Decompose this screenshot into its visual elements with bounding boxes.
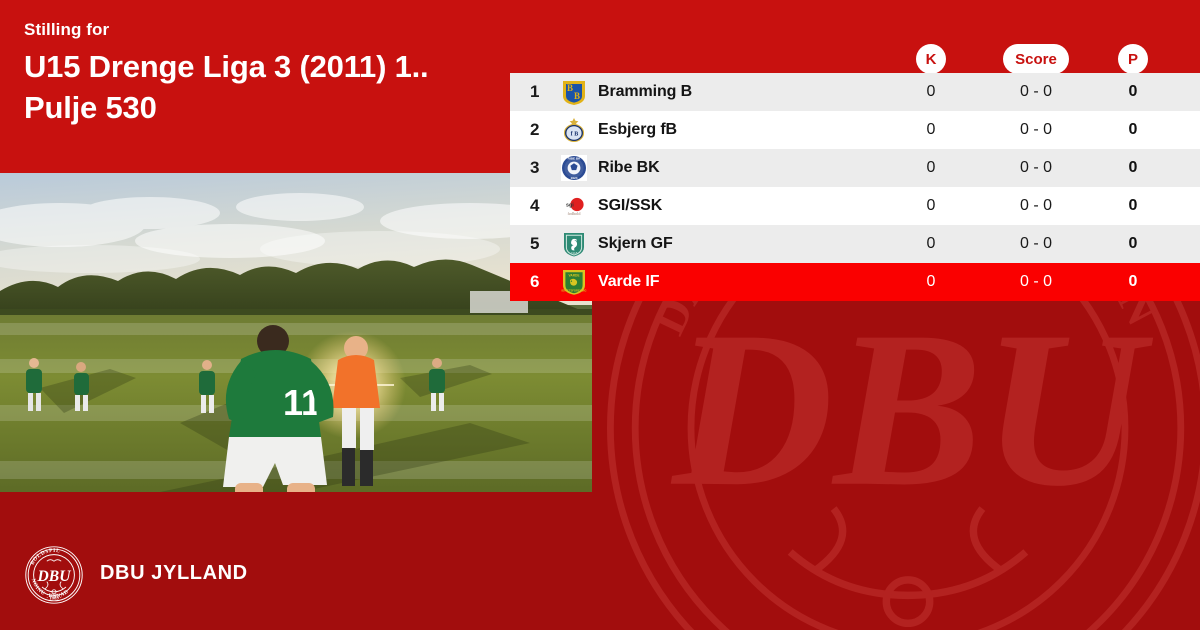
svg-text:B: B bbox=[567, 83, 573, 93]
row-points: 0 bbox=[1128, 235, 1138, 252]
table-row[interactable]: 5 1918 Skjern GF 0 0 - 0 0 bbox=[510, 225, 1200, 263]
sgi-ssk-crest: sgi fodbold bbox=[550, 192, 598, 220]
column-header-k: K bbox=[916, 44, 946, 74]
bramming-b-crest: B B bbox=[550, 78, 598, 106]
dbu-crest-logo: BOLDSPIL NOINU ·KSNAD DBU · 1889 · bbox=[24, 545, 84, 605]
row-position: 6 bbox=[530, 272, 540, 291]
page-title-line-1: U15 Drenge Liga 3 (2011) 1.. bbox=[24, 49, 429, 84]
row-team-name: SGI/SSK bbox=[598, 197, 663, 214]
standings-table: 1 B B Bramming B 0 0 - 0 0 2 f B bbox=[510, 73, 1200, 301]
row-score: 0 - 0 bbox=[1019, 159, 1052, 176]
row-score: 0 - 0 bbox=[1019, 121, 1052, 138]
column-header-score: Score bbox=[1003, 44, 1069, 74]
row-points: 0 bbox=[1128, 159, 1138, 176]
column-header-p: P bbox=[1118, 44, 1148, 74]
row-points: 0 bbox=[1128, 273, 1138, 290]
svg-text:IDRÆTSFORENING: IDRÆTSFORENING bbox=[562, 288, 587, 292]
row-points: 0 bbox=[1128, 197, 1138, 214]
ribe-bk-crest: RIBE BK 1924 bbox=[550, 154, 598, 182]
svg-text:RIBE BK: RIBE BK bbox=[568, 156, 581, 160]
row-points: 0 bbox=[1128, 121, 1138, 138]
row-score: 0 - 0 bbox=[1019, 197, 1052, 214]
header-text-block: Stilling for U15 Drenge Liga 3 (2011) 1.… bbox=[24, 20, 494, 128]
svg-text:B: B bbox=[574, 132, 578, 138]
svg-text:DBU: DBU bbox=[37, 568, 72, 585]
svg-text:fodbold: fodbold bbox=[567, 211, 581, 216]
row-team-name: Esbjerg fB bbox=[598, 121, 678, 138]
row-k-value: 0 bbox=[926, 197, 936, 214]
row-k-value: 0 bbox=[926, 159, 936, 176]
row-position: 3 bbox=[530, 158, 540, 177]
table-row[interactable]: 6 VARDE IDRÆTSFORENING Varde IF 0 0 - 0 … bbox=[510, 263, 1200, 301]
row-score: 0 - 0 bbox=[1019, 273, 1052, 290]
svg-text:1924: 1924 bbox=[571, 176, 578, 180]
svg-text:sgi: sgi bbox=[566, 202, 574, 208]
row-team-name: Bramming B bbox=[598, 83, 693, 100]
row-team-name: Varde IF bbox=[598, 273, 660, 290]
esbjerg-fb-crest: f B bbox=[550, 116, 598, 144]
row-score: 0 - 0 bbox=[1019, 235, 1052, 252]
row-position: 1 bbox=[530, 82, 540, 101]
row-k-value: 0 bbox=[926, 235, 936, 252]
row-position: 2 bbox=[530, 120, 540, 139]
table-header: K Score P bbox=[510, 44, 1200, 74]
table-row[interactable]: 2 f B Esbjerg fB 0 0 - 0 0 bbox=[510, 111, 1200, 149]
svg-text:f: f bbox=[571, 132, 574, 138]
row-k-value: 0 bbox=[926, 273, 936, 290]
row-k-value: 0 bbox=[926, 121, 936, 138]
svg-text:B: B bbox=[574, 91, 580, 101]
footer: BOLDSPIL NOINU ·KSNAD DBU · 1889 · DBU J… bbox=[0, 520, 1200, 630]
row-position: 5 bbox=[530, 234, 540, 253]
svg-text:· 1889 ·: · 1889 · bbox=[46, 597, 62, 602]
table-row[interactable]: 3 RIBE BK 1924 Ribe BK 0 0 - 0 0 bbox=[510, 149, 1200, 187]
footer-label: DBU JYLLAND bbox=[100, 562, 248, 584]
page-title: U15 Drenge Liga 3 (2011) 1.. Pulje 530 bbox=[24, 46, 494, 128]
row-team-name: Ribe BK bbox=[598, 159, 660, 176]
svg-text:1918: 1918 bbox=[571, 251, 578, 255]
match-photo: 11 bbox=[0, 173, 592, 492]
table-row[interactable]: 1 B B Bramming B 0 0 - 0 0 bbox=[510, 73, 1200, 111]
svg-text:VARDE: VARDE bbox=[569, 274, 580, 278]
table-row[interactable]: 4 sgi fodbold SGI/SSK 0 0 - 0 0 bbox=[510, 187, 1200, 225]
skjern-gf-crest: 1918 bbox=[550, 230, 598, 258]
row-team-name: Skjern GF bbox=[598, 235, 673, 252]
row-points: 0 bbox=[1128, 83, 1138, 100]
page-title-line-2: Pulje 530 bbox=[24, 90, 157, 125]
row-position: 4 bbox=[530, 196, 540, 215]
header-kicker: Stilling for bbox=[24, 20, 110, 39]
row-score: 0 - 0 bbox=[1019, 83, 1052, 100]
varde-if-crest: VARDE IDRÆTSFORENING bbox=[550, 268, 598, 296]
svg-text:DBU: DBU bbox=[670, 286, 1153, 533]
row-k-value: 0 bbox=[926, 83, 936, 100]
